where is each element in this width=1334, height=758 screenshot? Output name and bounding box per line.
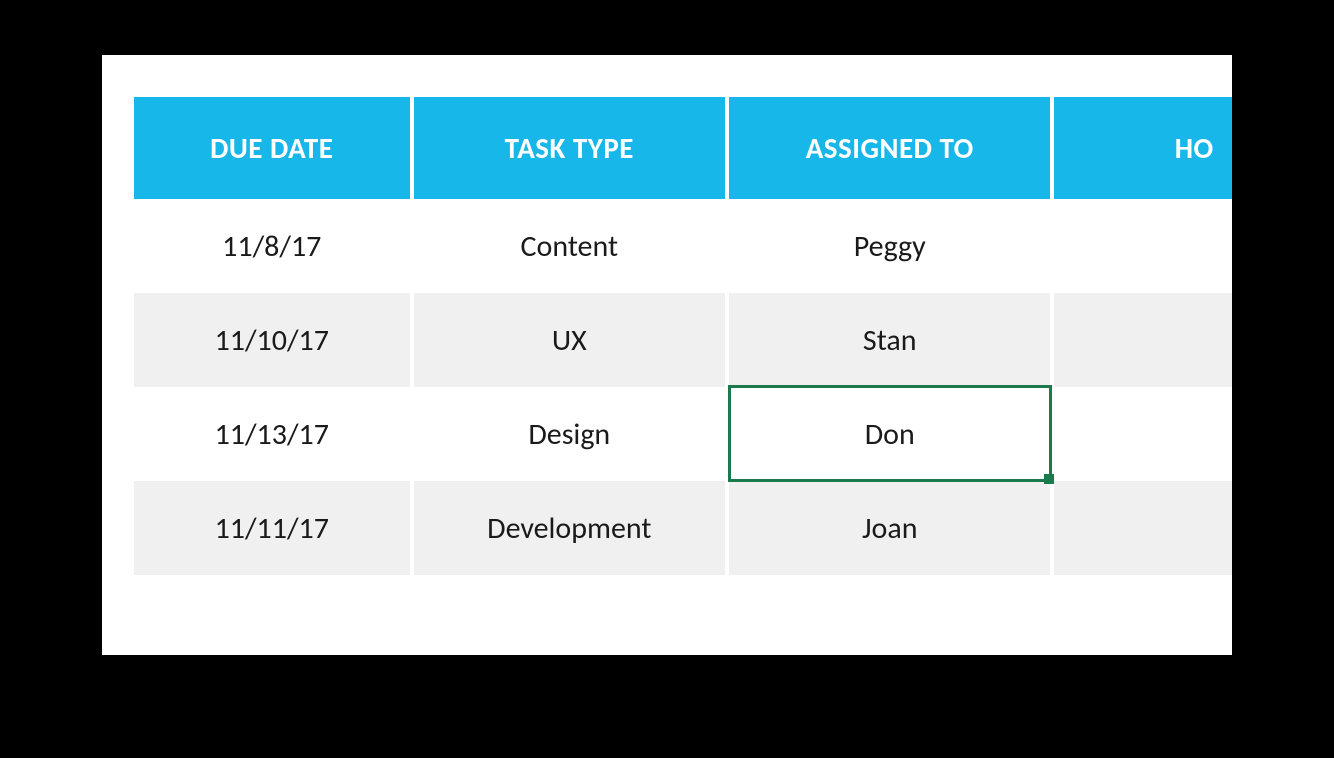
cell-assigned-to[interactable]: Peggy	[729, 199, 1054, 293]
cell-empty[interactable]	[1054, 575, 1232, 591]
column-header-hours[interactable]: HO	[1054, 97, 1232, 199]
cell-hours[interactable]	[1054, 481, 1232, 575]
table-row: 11/11/17 Development Joan	[134, 481, 1232, 575]
cell-assigned-to[interactable]: Stan	[729, 293, 1054, 387]
cell-task-type[interactable]: UX	[414, 293, 729, 387]
cell-due-date[interactable]: 11/13/17	[134, 387, 414, 481]
cell-empty[interactable]	[414, 575, 729, 591]
cell-task-type[interactable]: Content	[414, 199, 729, 293]
cell-due-date[interactable]: 11/10/17	[134, 293, 414, 387]
cell-hours[interactable]	[1054, 387, 1232, 481]
table-row: 11/13/17 Design Don	[134, 387, 1232, 481]
cell-task-type[interactable]: Development	[414, 481, 729, 575]
cell-hours[interactable]	[1054, 293, 1232, 387]
column-header-task-type[interactable]: TASK TYPE	[414, 97, 729, 199]
cell-due-date[interactable]: 11/11/17	[134, 481, 414, 575]
cell-empty[interactable]	[134, 575, 414, 591]
cell-empty[interactable]	[729, 575, 1054, 591]
task-table: DUE DATE TASK TYPE ASSIGNED TO HO 11/8/1…	[134, 97, 1232, 591]
table-header-row: DUE DATE TASK TYPE ASSIGNED TO HO	[134, 97, 1232, 199]
table-row: 11/10/17 UX Stan	[134, 293, 1232, 387]
cell-hours[interactable]	[1054, 199, 1232, 293]
cell-due-date[interactable]: 11/8/17	[134, 199, 414, 293]
cell-task-type[interactable]: Design	[414, 387, 729, 481]
column-header-assigned-to[interactable]: ASSIGNED TO	[729, 97, 1054, 199]
column-header-due-date[interactable]: DUE DATE	[134, 97, 414, 199]
cell-assigned-to[interactable]: Joan	[729, 481, 1054, 575]
spreadsheet-card: DUE DATE TASK TYPE ASSIGNED TO HO 11/8/1…	[102, 55, 1232, 655]
cell-assigned-to[interactable]: Don	[729, 387, 1054, 481]
table-row: 11/8/17 Content Peggy	[134, 199, 1232, 293]
table-row-empty	[134, 575, 1232, 591]
